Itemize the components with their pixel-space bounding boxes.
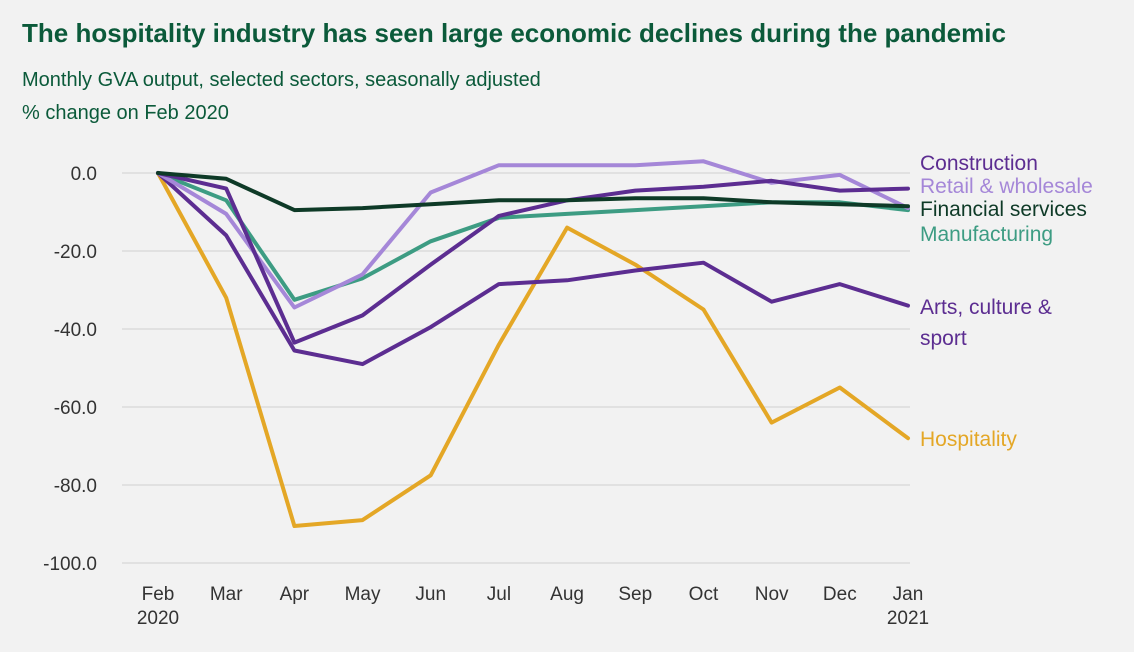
series-line-financial-services	[156, 171, 910, 213]
x-tick-label: Nov	[755, 584, 789, 605]
y-tick-label: -80.0	[54, 476, 97, 497]
series-line-arts-culture-sport	[156, 171, 910, 367]
series-line-construction	[156, 171, 910, 345]
x-axis-ticks: Feb 2020 Mar Apr May Jun Jul Aug Sep Oct Nov Dec Jan…	[137, 584, 929, 629]
x-tick-label: Jul	[487, 584, 511, 605]
series-labels: Construction Retail & wholesale Financia…	[920, 152, 1093, 451]
y-axis-label: % change on Feb 2020	[22, 102, 229, 124]
x-tick-label: Sep	[618, 584, 652, 605]
label-construction: Construction	[920, 152, 1038, 175]
chart-subtitle: Monthly GVA output, selected sectors, se…	[22, 69, 541, 91]
y-tick-label: 0.0	[71, 164, 97, 185]
x-tick-label: 2021	[887, 608, 929, 629]
y-tick-label: -40.0	[54, 320, 97, 341]
series-lines	[156, 159, 910, 528]
y-tick-label: -100.0	[43, 554, 97, 575]
label-retail-wholesale: Retail & wholesale	[920, 175, 1093, 198]
label-manufacturing: Manufacturing	[920, 223, 1053, 246]
chart-title: The hospitality industry has seen large …	[22, 18, 1006, 48]
label-financial-services: Financial services	[920, 198, 1087, 221]
x-tick-label: Jan	[893, 584, 924, 605]
x-tick-label: Feb	[142, 584, 175, 605]
x-tick-label: May	[345, 584, 381, 605]
y-tick-label: -60.0	[54, 398, 97, 419]
label-arts-line2: sport	[920, 327, 967, 350]
x-tick-label: Dec	[823, 584, 857, 605]
x-tick-label: Oct	[689, 584, 719, 605]
x-tick-label: Mar	[210, 584, 243, 605]
x-tick-label: Aug	[550, 584, 584, 605]
x-tick-label: Apr	[280, 584, 310, 605]
label-arts-line1: Arts, culture &	[920, 296, 1052, 319]
x-tick-label: Jun	[415, 584, 446, 605]
y-axis-ticks: 0.0 -20.0 -40.0 -60.0 -80.0 -100.0	[43, 164, 97, 575]
label-hospitality: Hospitality	[920, 428, 1017, 451]
gridlines	[122, 172, 910, 564]
x-tick-label: 2020	[137, 608, 179, 629]
series-line-hospitality	[156, 171, 910, 528]
y-tick-label: -20.0	[54, 242, 97, 263]
